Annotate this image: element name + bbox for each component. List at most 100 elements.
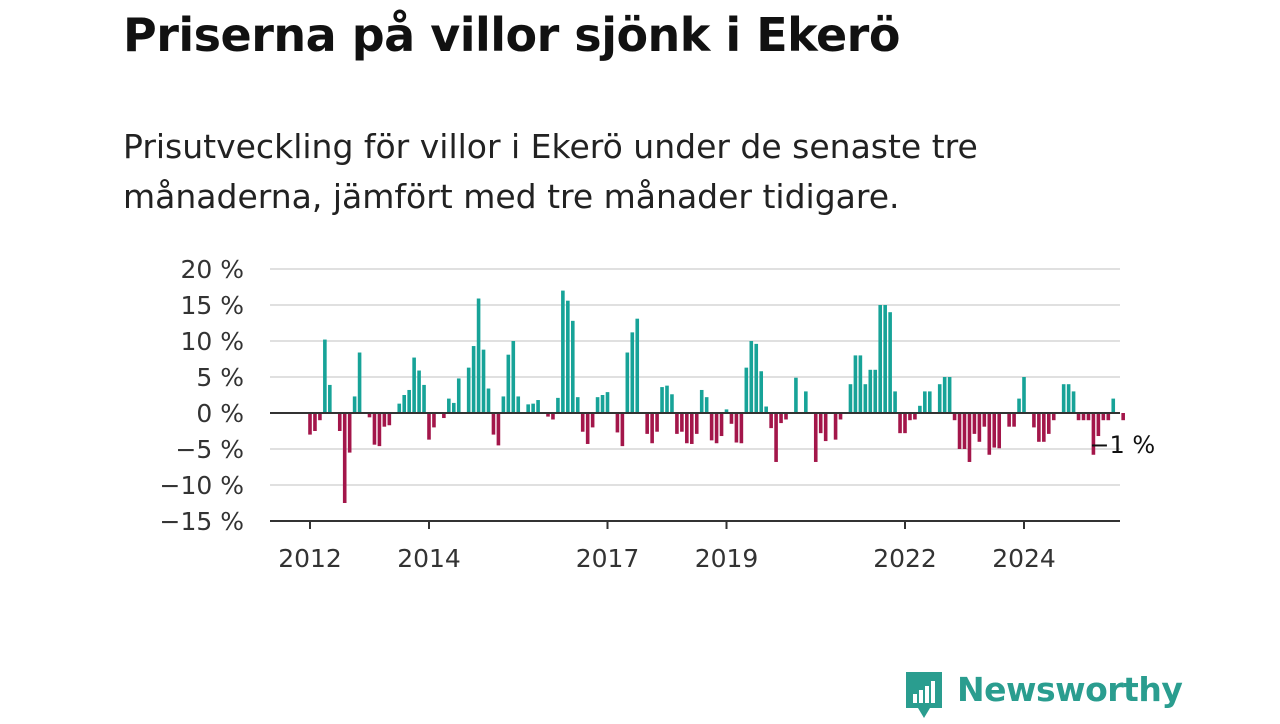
bar — [526, 404, 530, 413]
bar — [660, 387, 664, 413]
bar — [1051, 413, 1056, 421]
bar — [595, 397, 600, 413]
y-tick-label: −15 % — [160, 507, 244, 536]
bar — [724, 409, 729, 413]
bar — [967, 413, 972, 462]
bar — [804, 391, 808, 413]
bar — [704, 397, 709, 413]
bar — [650, 413, 654, 444]
y-tick-label: 5 % — [196, 363, 244, 392]
bar — [774, 413, 778, 462]
grid-lines — [270, 268, 1120, 522]
bar — [432, 413, 436, 428]
bar — [1106, 413, 1111, 421]
bar — [977, 413, 982, 442]
bar — [645, 413, 649, 434]
bar — [685, 413, 689, 444]
bar — [1101, 413, 1106, 421]
bar — [1076, 413, 1081, 421]
bar — [422, 384, 426, 413]
bar — [1081, 413, 1086, 421]
bar — [848, 384, 853, 413]
bar — [992, 413, 997, 448]
bar — [372, 413, 377, 445]
bar — [1071, 391, 1076, 413]
page-title: Priserna på villor sjönk i Ekerö — [123, 8, 900, 62]
bar — [903, 413, 907, 434]
bar — [1046, 413, 1051, 434]
bar — [511, 341, 516, 413]
bar — [328, 384, 332, 413]
bar — [308, 413, 312, 435]
x-tick-label: 2014 — [397, 544, 461, 573]
bar — [927, 391, 932, 413]
annotations: −1 % — [1089, 431, 1155, 459]
bar — [447, 398, 451, 413]
bar — [764, 406, 768, 413]
y-axis-ticks: 20 % 15 % 10 % 5 % 0 % −5 % −10 % −15 % — [160, 255, 244, 536]
bar — [675, 413, 679, 434]
y-tick-label: 20 % — [180, 255, 244, 284]
bar — [412, 357, 416, 413]
bars — [308, 290, 1125, 503]
bar — [625, 352, 630, 413]
bar — [1091, 413, 1096, 455]
y-tick-label: 0 % — [196, 399, 244, 428]
bar — [868, 369, 873, 413]
x-tick-label: 2019 — [695, 544, 759, 573]
bar — [744, 367, 749, 413]
bar — [769, 413, 773, 429]
bar — [962, 413, 967, 449]
bar — [937, 384, 942, 413]
x-axis: 2012 2014 2017 2019 2022 2024 — [270, 412, 1120, 573]
bar — [853, 355, 858, 413]
bar — [1121, 413, 1125, 421]
bar — [561, 290, 565, 413]
bar — [536, 400, 540, 413]
bar — [942, 377, 947, 413]
bar — [318, 413, 322, 421]
bar — [665, 385, 669, 413]
y-tick-label: 15 % — [180, 291, 244, 320]
bar — [729, 413, 734, 424]
bar — [923, 391, 927, 413]
bar — [397, 403, 402, 413]
bar — [947, 377, 952, 413]
bar — [982, 413, 987, 427]
bar — [987, 413, 992, 455]
bar — [347, 413, 352, 453]
newsworthy-logo: Newsworthy — [902, 668, 1183, 720]
bar — [784, 413, 788, 420]
bar — [1022, 377, 1026, 413]
x-tick-label: 2017 — [576, 544, 640, 573]
bar — [972, 413, 977, 434]
bar — [689, 413, 694, 444]
bar — [402, 395, 407, 413]
bar — [590, 413, 595, 428]
bar — [620, 413, 625, 447]
bar — [501, 396, 506, 413]
x-tick-label: 2012 — [278, 544, 342, 573]
bar — [486, 388, 491, 413]
bar — [1017, 398, 1021, 413]
bar — [794, 377, 798, 413]
bar — [883, 305, 887, 413]
bar — [913, 413, 917, 420]
bar — [833, 413, 838, 440]
bar — [680, 413, 684, 432]
bar — [357, 352, 362, 413]
bar — [957, 413, 962, 449]
bar — [556, 397, 560, 413]
bar — [451, 402, 456, 413]
bar — [739, 413, 744, 444]
bar — [818, 413, 823, 434]
bar — [506, 354, 511, 413]
bar — [605, 392, 610, 413]
bar — [1042, 413, 1046, 442]
bar — [779, 413, 783, 424]
bar — [893, 391, 897, 413]
page-subtitle: Prisutveckling för villor i Ekerö under … — [123, 127, 978, 216]
bar — [476, 298, 481, 413]
bar — [456, 378, 461, 413]
bar — [898, 413, 902, 434]
